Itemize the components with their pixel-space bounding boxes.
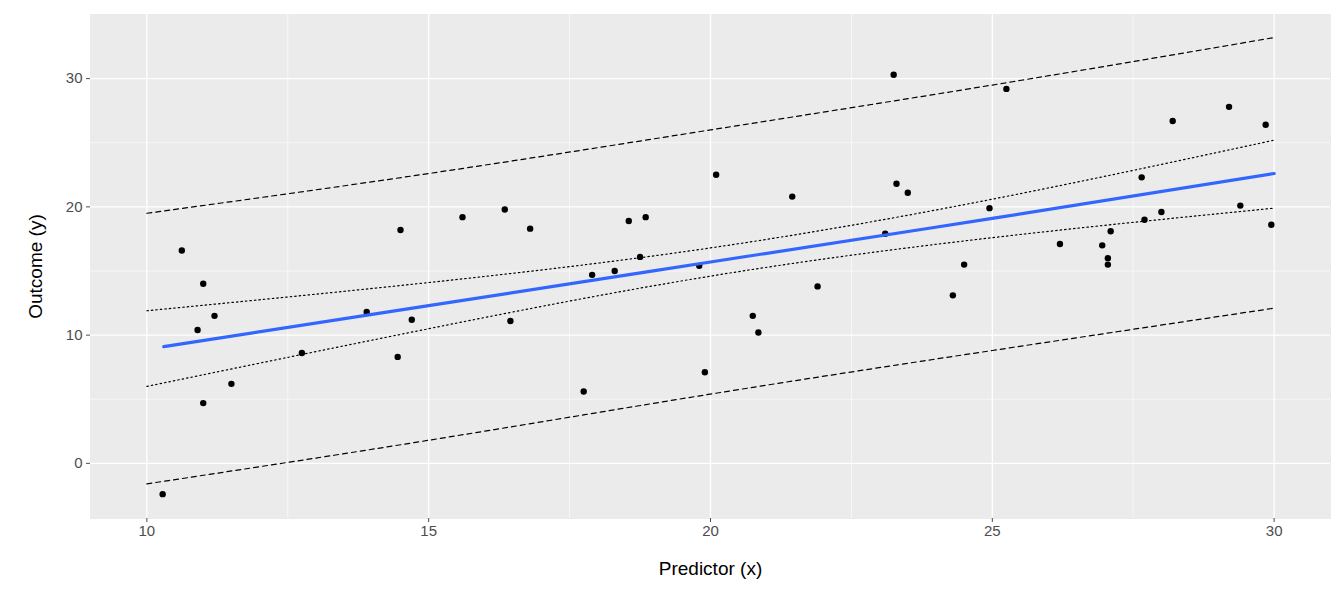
svg-text:20: 20 [702,522,719,539]
svg-text:0: 0 [74,454,82,471]
svg-text:30: 30 [1266,522,1283,539]
svg-text:10: 10 [66,326,83,343]
svg-text:20: 20 [66,198,83,215]
svg-text:Predictor (x): Predictor (x) [659,558,762,579]
svg-text:Outcome (y): Outcome (y) [25,214,46,319]
svg-text:10: 10 [139,522,156,539]
svg-text:15: 15 [420,522,437,539]
svg-text:25: 25 [984,522,1001,539]
svg-text:30: 30 [66,69,83,86]
